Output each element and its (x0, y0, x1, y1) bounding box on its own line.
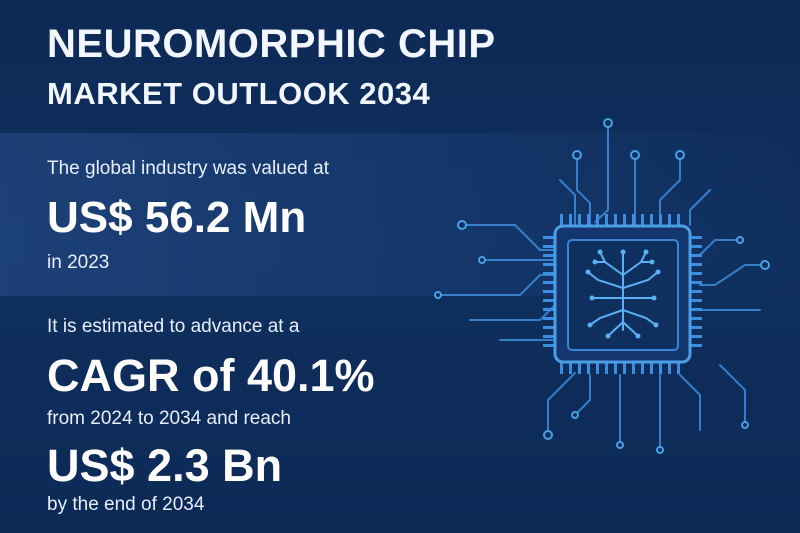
valued-intro-text: The global industry was valued at (47, 158, 329, 179)
cagr-value: CAGR of 40.1% (47, 350, 375, 401)
page-title: NEUROMORPHIC CHIP (47, 22, 496, 66)
end-note-text: by the end of 2034 (47, 494, 205, 515)
cagr-intro-text: It is estimated to advance at a (47, 316, 300, 337)
value-2034: US$ 2.3 Bn (47, 440, 283, 491)
value-year-text: in 2023 (47, 252, 110, 273)
neuromorphic-chip-icon (434, 118, 770, 454)
period-text: from 2024 to 2034 and reach (47, 408, 292, 429)
page-subtitle: MARKET OUTLOOK 2034 (47, 76, 431, 111)
value-2023: US$ 56.2 Mn (47, 193, 307, 242)
